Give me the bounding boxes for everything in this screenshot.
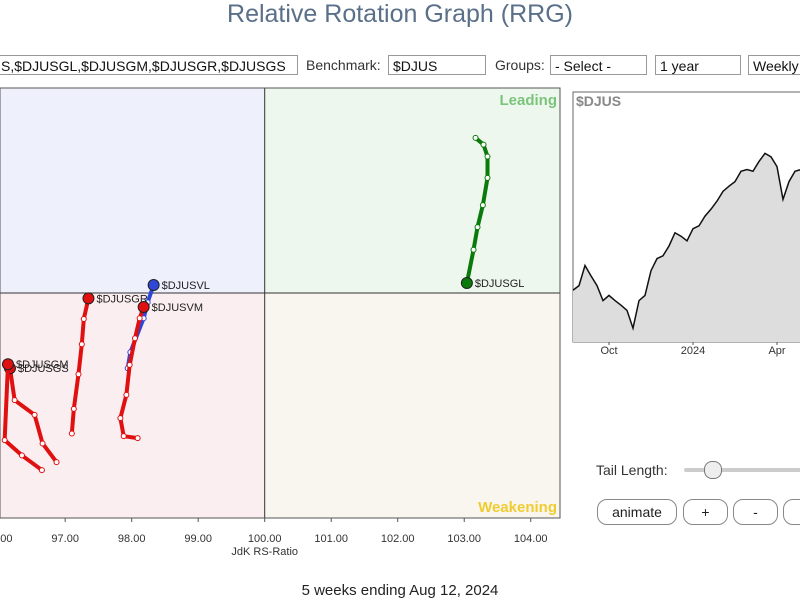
tail-line	[69, 297, 91, 434]
tail-point	[70, 405, 77, 412]
tail-point	[132, 335, 139, 342]
quadrant-improving	[0, 88, 265, 294]
price-chart: $DJUS Oct 2024 Apr	[572, 91, 800, 357]
footer: 5 weeks ending Aug 12, 2024	[301, 582, 499, 599]
button[interactable]: -	[733, 499, 778, 525]
tail-point	[75, 371, 82, 378]
x-tick-label: 102.00	[381, 533, 415, 545]
x-tick-label: 96.00	[0, 533, 12, 545]
tail-line	[2, 364, 44, 472]
tail-point	[80, 315, 87, 322]
benchmark-label: Benchmark:	[306, 57, 381, 73]
period-select[interactable]: 1 year	[655, 55, 741, 75]
tail-point	[11, 397, 18, 404]
tail-point	[136, 315, 143, 322]
groups-label: Groups:	[495, 57, 545, 73]
tail-head	[82, 292, 95, 305]
tail-point	[484, 153, 491, 160]
tail-point	[123, 391, 130, 398]
quadrant-label: Weakening	[478, 499, 557, 516]
tail-point	[474, 224, 481, 231]
tail-head	[1, 358, 14, 371]
series-label: $DJUSVL	[162, 280, 210, 292]
price-area	[573, 153, 800, 342]
tail-head	[137, 300, 150, 313]
tail-point	[120, 433, 127, 440]
series-label: $DJUSGS	[18, 363, 69, 375]
tail-point	[472, 134, 479, 141]
quadrant-leading	[264, 88, 560, 294]
tail-point	[480, 141, 487, 148]
tail-head	[460, 277, 473, 290]
frequency-select[interactable]: Weekly	[748, 55, 800, 75]
x-tick-label: Oct	[600, 345, 617, 357]
tail-line	[118, 306, 146, 441]
tail-point	[117, 415, 124, 422]
x-axis-label: JdK RS-Ratio	[231, 546, 298, 558]
tail-point	[68, 430, 75, 437]
groups-select[interactable]: - Select -	[550, 55, 647, 75]
tail-length-label: Tail Length:	[596, 462, 668, 478]
x-tick-label: 103.00	[447, 533, 481, 545]
x-tick-label: 97.00	[51, 533, 79, 545]
price-title: $DJUS	[576, 93, 621, 109]
tail-point	[1, 437, 8, 444]
tail-point	[31, 411, 38, 418]
x-tick-label: 101.00	[314, 533, 348, 545]
series-label: $DJUSGL	[475, 278, 525, 290]
tail-point	[53, 459, 60, 466]
tails: $DJUSGL $DJUSVL $DJUSVM $DJUSGR $DJUSGS$DJUS…	[1, 134, 525, 474]
tail-point	[484, 174, 491, 181]
series-label: $DJUSGR	[96, 293, 147, 305]
quadrant-label: Leading	[499, 92, 557, 109]
quadrant-lagging	[0, 293, 265, 518]
tail-point	[134, 435, 141, 442]
tail-point	[38, 467, 45, 474]
tail-point	[18, 452, 25, 459]
tail-point	[78, 341, 85, 348]
page-title: Relative Rotation Graph (RRG)	[227, 0, 573, 28]
symbols-input[interactable]: S,$DJUSGL,$DJUSGM,$DJUSGR,$DJUSGS	[0, 55, 298, 75]
x-tick-label: 104.00	[514, 533, 548, 545]
benchmark-input[interactable]: $DJUS	[388, 55, 486, 75]
tail-head	[147, 279, 160, 292]
price-plot	[573, 152, 800, 342]
series-label: $DJUSGM	[16, 359, 69, 371]
x-tick-label: 2024	[681, 345, 705, 357]
x-tick-label: Apr	[768, 345, 785, 357]
x-tick-label: 98.00	[118, 533, 146, 545]
slider-thumb[interactable]	[704, 461, 722, 479]
button[interactable]	[783, 499, 800, 525]
tail-point	[470, 246, 477, 253]
quadrant-weakening	[264, 293, 560, 518]
rrg-chart: Leading Weakening 96.00 97.00 98.00 99.00 100.…	[0, 87, 561, 558]
price-line	[573, 152, 800, 332]
tail-point	[126, 361, 133, 368]
button[interactable]: +	[683, 499, 728, 525]
tail-point	[39, 440, 46, 447]
series-label: $DJUSVM	[152, 302, 203, 314]
slider-track	[684, 468, 800, 472]
plot-border	[0, 87, 561, 519]
x-tick-label: 100.00	[248, 533, 282, 545]
button[interactable]: animate	[597, 499, 677, 525]
x-tick-label: 99.00	[184, 533, 212, 545]
tail-point	[479, 202, 486, 209]
